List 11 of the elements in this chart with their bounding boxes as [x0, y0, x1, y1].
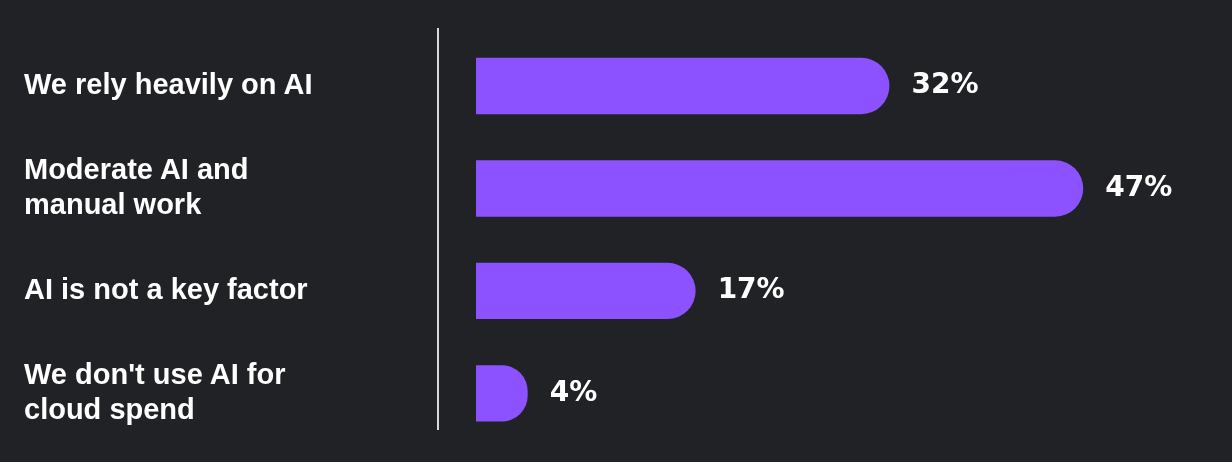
- bar: [476, 262, 696, 320]
- data-label: 32%: [911, 67, 979, 101]
- data-label: 4%: [549, 374, 598, 408]
- bar: [476, 57, 890, 115]
- y-tick-label: Moderate AI and manual work: [24, 153, 249, 220]
- data-label: 17%: [717, 272, 785, 306]
- y-tick-label: AI is not a key factor: [24, 272, 308, 305]
- bar: [476, 160, 1084, 217]
- y-tick-label: We don't use AI for cloud spend: [24, 357, 286, 425]
- data-label: 47%: [1105, 169, 1173, 203]
- y-tick-label: We rely heavily on AI: [24, 68, 313, 101]
